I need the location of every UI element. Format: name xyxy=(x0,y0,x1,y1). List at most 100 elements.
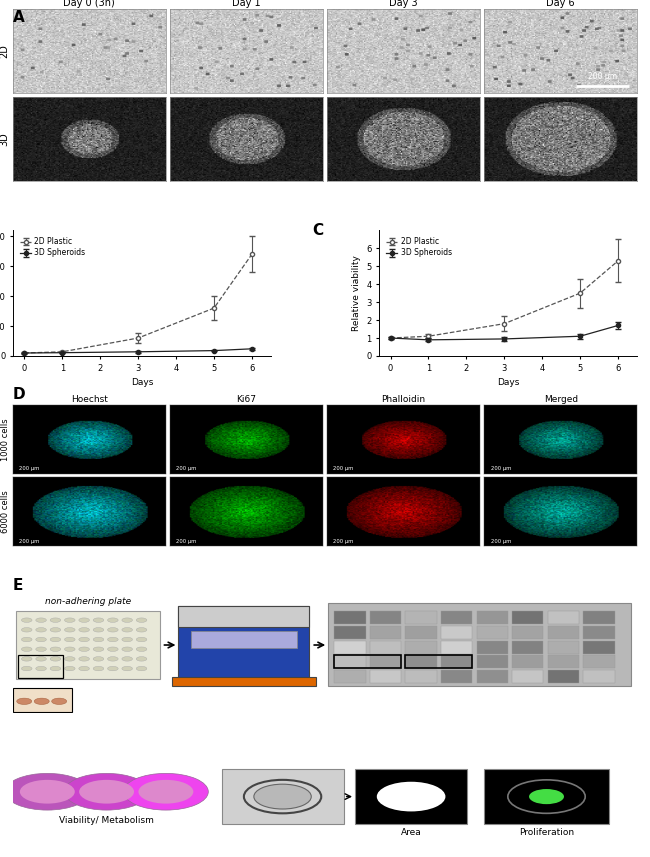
Circle shape xyxy=(34,698,49,704)
Bar xyxy=(334,656,401,668)
Bar xyxy=(441,640,473,654)
Circle shape xyxy=(93,656,104,661)
Circle shape xyxy=(107,656,118,661)
Text: 200 μm: 200 μm xyxy=(333,466,354,471)
Bar xyxy=(548,670,579,683)
Bar xyxy=(476,626,508,639)
Circle shape xyxy=(64,647,75,651)
Circle shape xyxy=(36,627,46,632)
Title: Day 6: Day 6 xyxy=(547,0,575,8)
Bar xyxy=(13,688,72,712)
Bar xyxy=(370,640,401,654)
Y-axis label: 2D: 2D xyxy=(0,44,9,57)
Circle shape xyxy=(36,618,46,622)
Bar xyxy=(334,640,365,654)
Text: 200 μm: 200 μm xyxy=(333,538,354,543)
Bar xyxy=(476,640,508,654)
Circle shape xyxy=(21,618,32,622)
Bar xyxy=(476,670,508,683)
Bar xyxy=(583,626,614,639)
Bar xyxy=(512,640,543,654)
Bar xyxy=(191,631,297,648)
Circle shape xyxy=(136,638,147,642)
Bar xyxy=(441,656,473,668)
Circle shape xyxy=(136,647,147,651)
Text: D: D xyxy=(13,387,25,403)
Circle shape xyxy=(64,618,75,622)
Text: E: E xyxy=(13,578,23,593)
Circle shape xyxy=(136,618,147,622)
Circle shape xyxy=(21,647,32,651)
Circle shape xyxy=(122,667,133,671)
Circle shape xyxy=(122,618,133,622)
Circle shape xyxy=(79,647,90,651)
Bar xyxy=(476,611,508,625)
Text: Proliferation: Proliferation xyxy=(519,828,574,837)
Title: Hoechst: Hoechst xyxy=(71,395,108,405)
Circle shape xyxy=(107,647,118,651)
Text: 200 μm: 200 μm xyxy=(176,466,196,471)
Circle shape xyxy=(36,667,46,671)
Circle shape xyxy=(122,656,133,661)
Title: Ki67: Ki67 xyxy=(237,395,257,405)
Title: Phalloidin: Phalloidin xyxy=(382,395,426,405)
Text: 200 μm: 200 μm xyxy=(588,72,618,81)
Text: 200 μm: 200 μm xyxy=(491,538,511,543)
Bar xyxy=(548,626,579,639)
Text: A: A xyxy=(13,10,25,26)
Circle shape xyxy=(79,618,90,622)
Circle shape xyxy=(52,698,67,704)
Text: 200 μm: 200 μm xyxy=(176,538,196,543)
Circle shape xyxy=(107,618,118,622)
Circle shape xyxy=(50,638,60,642)
Bar xyxy=(583,611,614,625)
Circle shape xyxy=(122,638,133,642)
Circle shape xyxy=(79,780,134,804)
Circle shape xyxy=(136,667,147,671)
Circle shape xyxy=(36,647,46,651)
Circle shape xyxy=(136,627,147,632)
Bar xyxy=(405,656,472,668)
Circle shape xyxy=(21,667,32,671)
Bar xyxy=(172,677,316,686)
Text: 200 μm: 200 μm xyxy=(19,538,40,543)
Bar xyxy=(441,611,473,625)
Bar xyxy=(328,603,630,686)
Circle shape xyxy=(93,647,104,651)
Bar xyxy=(334,670,365,683)
Circle shape xyxy=(20,780,75,804)
Bar xyxy=(512,670,543,683)
Bar xyxy=(548,611,579,625)
Bar xyxy=(406,670,437,683)
Circle shape xyxy=(21,638,32,642)
Bar xyxy=(406,626,437,639)
Y-axis label: 1000 cells: 1000 cells xyxy=(1,418,10,461)
Y-axis label: Relative viability: Relative viability xyxy=(352,255,361,331)
Text: C: C xyxy=(312,223,323,237)
Title: Merged: Merged xyxy=(543,395,578,405)
Circle shape xyxy=(254,784,311,809)
Bar xyxy=(512,656,543,668)
Circle shape xyxy=(21,656,32,661)
Circle shape xyxy=(79,667,90,671)
Bar xyxy=(370,670,401,683)
Bar xyxy=(406,640,437,654)
Circle shape xyxy=(5,773,90,810)
Circle shape xyxy=(79,656,90,661)
Bar xyxy=(355,769,467,824)
Circle shape xyxy=(122,627,133,632)
X-axis label: Days: Days xyxy=(497,378,519,387)
Circle shape xyxy=(36,656,46,661)
Bar xyxy=(334,656,365,668)
Text: 200 μm: 200 μm xyxy=(491,466,511,471)
Circle shape xyxy=(64,627,75,632)
Circle shape xyxy=(64,638,75,642)
Bar xyxy=(484,769,609,824)
Circle shape xyxy=(50,656,60,661)
Circle shape xyxy=(107,638,118,642)
Title: Day 0 (3h): Day 0 (3h) xyxy=(64,0,115,8)
Circle shape xyxy=(529,789,564,804)
Circle shape xyxy=(107,667,118,671)
Circle shape xyxy=(50,667,60,671)
Bar xyxy=(583,640,614,654)
